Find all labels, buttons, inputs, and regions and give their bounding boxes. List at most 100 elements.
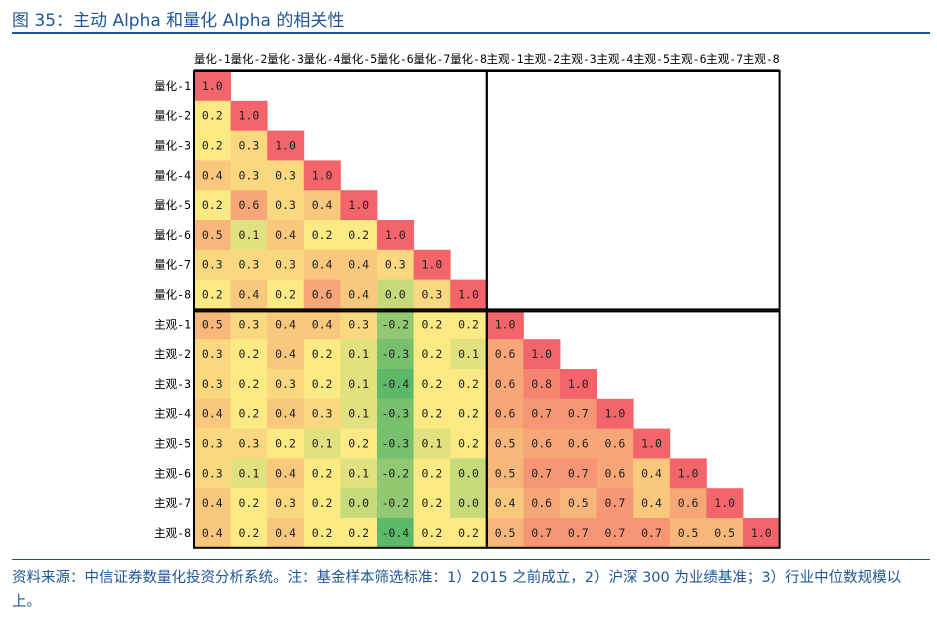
heatmap-cell bbox=[267, 220, 305, 251]
heatmap-cell bbox=[340, 279, 378, 310]
cell-value: 0.1 bbox=[422, 437, 443, 451]
row-label: 量化-5 bbox=[154, 198, 191, 212]
heatmap-cell bbox=[267, 518, 305, 549]
cell-value: 0.4 bbox=[202, 496, 223, 510]
cell-value: 0.2 bbox=[239, 496, 260, 510]
heatmap-cells: 1.0 0.2 1.0 0.2 0.3 1.0 0.4 0.3 0.3 1.0 0.2 0.6 0.3 0… bbox=[194, 71, 780, 549]
heatmap-cell bbox=[377, 279, 414, 310]
cell-value: 0.6 bbox=[678, 496, 699, 510]
cell-value: 0.2 bbox=[275, 437, 296, 451]
cell-value: 0.8 bbox=[531, 377, 552, 391]
cell-value: 0.2 bbox=[458, 526, 479, 540]
cell-value: 0.1 bbox=[348, 377, 369, 391]
heatmap-cell bbox=[633, 428, 671, 459]
cell-value: 0.4 bbox=[275, 526, 296, 540]
row-label: 量化-2 bbox=[154, 109, 191, 123]
cell-value: 1.0 bbox=[458, 288, 479, 302]
heatmap-cell bbox=[230, 279, 268, 310]
cell-value: 0.0 bbox=[385, 288, 406, 302]
heatmap-cell bbox=[450, 369, 488, 400]
heatmap-cell bbox=[486, 309, 524, 340]
cell-value: 0.7 bbox=[531, 526, 552, 540]
heatmap-cell bbox=[194, 160, 231, 191]
heatmap-cell bbox=[450, 339, 488, 370]
cell-value: 0.2 bbox=[312, 526, 333, 540]
cell-value: 1.0 bbox=[531, 347, 552, 361]
heatmap-cell bbox=[340, 398, 378, 429]
cell-value: 0.6 bbox=[495, 347, 516, 361]
cell-value: 0.2 bbox=[312, 347, 333, 361]
heatmap-cell bbox=[413, 458, 451, 489]
cell-value: 0.4 bbox=[202, 407, 223, 421]
heatmap-cell bbox=[450, 428, 488, 459]
cell-value: 0.1 bbox=[239, 228, 260, 242]
heatmap-cell bbox=[303, 339, 341, 370]
heatmap-cell bbox=[230, 398, 268, 429]
heatmap-cell bbox=[523, 488, 561, 519]
correlation-heatmap: 量化-1 量化-2 量化-3 量化-4 量化-5 量化-6 量化-7 量化-8 主观-1 主观-2… bbox=[154, 52, 781, 549]
heatmap-cell bbox=[486, 428, 524, 459]
heatmap-cell bbox=[413, 518, 451, 549]
cell-value: 0.6 bbox=[568, 437, 589, 451]
cell-value: -0.2 bbox=[381, 496, 409, 510]
heatmap-cell bbox=[230, 309, 268, 340]
column-label: 量化-3 bbox=[267, 52, 304, 66]
cell-value: 0.3 bbox=[202, 466, 223, 480]
cell-value: 0.1 bbox=[458, 347, 479, 361]
cell-value: 0.2 bbox=[275, 288, 296, 302]
heatmap-cell bbox=[230, 488, 268, 519]
heatmap-cell bbox=[560, 369, 597, 400]
heatmap-cell bbox=[194, 309, 231, 340]
heatmap-cell bbox=[633, 518, 671, 549]
column-label: 主观-1 bbox=[487, 52, 524, 66]
column-label: 主观-5 bbox=[633, 52, 670, 66]
heatmap-cell bbox=[560, 488, 597, 519]
cell-value: 0.5 bbox=[495, 466, 516, 480]
heatmap-cell bbox=[450, 458, 488, 489]
heatmap-cell bbox=[303, 160, 341, 191]
cell-value: -0.2 bbox=[381, 466, 409, 480]
row-label: 量化-6 bbox=[154, 228, 191, 242]
heatmap-cell bbox=[377, 309, 414, 340]
chart-title: 图 35：主动 Alpha 和量化 Alpha 的相关性 bbox=[12, 11, 345, 31]
heatmap-cell bbox=[413, 309, 451, 340]
heatmap-cell bbox=[450, 279, 488, 310]
heatmap-cell bbox=[230, 458, 268, 489]
cell-value: 0.7 bbox=[568, 466, 589, 480]
cell-value: 0.2 bbox=[312, 496, 333, 510]
heatmap-cell bbox=[194, 279, 231, 310]
heatmap-cell bbox=[194, 518, 231, 549]
heatmap-cell bbox=[450, 309, 488, 340]
heatmap-cell bbox=[560, 518, 597, 549]
cell-value: 0.6 bbox=[531, 496, 552, 510]
heatmap-cell bbox=[486, 458, 524, 489]
heatmap-cell bbox=[633, 458, 671, 489]
heatmap-cell bbox=[706, 518, 744, 549]
cell-value: 0.3 bbox=[239, 317, 260, 331]
group-frame-subjective bbox=[485, 310, 781, 549]
heatmap-cell bbox=[303, 428, 341, 459]
cell-value: -0.4 bbox=[381, 526, 409, 540]
heatmap-cell bbox=[340, 220, 378, 251]
heatmap-cell bbox=[340, 369, 378, 400]
cell-value: 0.3 bbox=[202, 347, 223, 361]
heatmap-cell bbox=[267, 130, 305, 161]
heatmap-cell bbox=[340, 309, 378, 340]
heatmap-cell bbox=[486, 518, 524, 549]
row-labels: 量化-1 量化-2 量化-3 量化-4 量化-5 量化-6 量化-7 量化-8 主观-1 主观-2… bbox=[154, 79, 191, 540]
heatmap-cell bbox=[230, 249, 268, 280]
heatmap-cell bbox=[413, 339, 451, 370]
cell-value: 0.6 bbox=[605, 437, 626, 451]
column-label: 主观-7 bbox=[706, 52, 743, 66]
row-label: 主观-3 bbox=[154, 377, 191, 391]
heatmap-cell bbox=[230, 518, 268, 549]
cell-value: 0.5 bbox=[568, 496, 589, 510]
cell-value: 0.7 bbox=[605, 526, 626, 540]
cell-value: -0.3 bbox=[381, 437, 409, 451]
heatmap-cell bbox=[486, 339, 524, 370]
title-rule bbox=[12, 32, 930, 34]
cell-value: 0.2 bbox=[239, 347, 260, 361]
cell-value: -0.4 bbox=[381, 377, 409, 391]
cell-value: 0.1 bbox=[348, 347, 369, 361]
cell-value: 1.0 bbox=[348, 198, 369, 212]
